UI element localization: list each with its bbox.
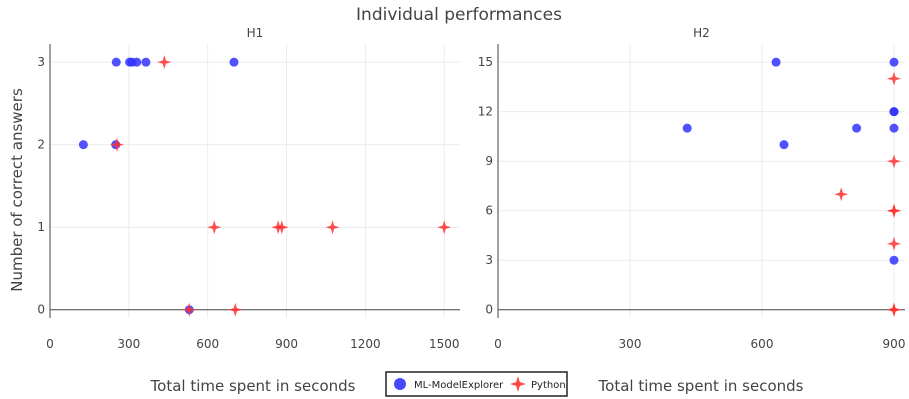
x-tick-label: 0	[46, 337, 54, 351]
panel-h1: H1 0 300 600 900 1200 1500 0 1 2 3	[37, 26, 460, 351]
x-tick-label: 300	[117, 337, 140, 351]
data-point-python	[325, 220, 340, 235]
data-point-python	[834, 187, 849, 202]
data-point-ml-modelexplorer	[78, 140, 88, 150]
y-tick-label: 0	[485, 303, 493, 317]
data-point-ml-modelexplorer	[111, 57, 121, 67]
data-point-ml-modelexplorer	[141, 57, 151, 67]
data-point-ml-modelexplorer	[889, 57, 899, 67]
legend-label-python: Python	[531, 380, 566, 391]
data-point-ml-modelexplorer	[779, 140, 789, 150]
legend-marker-python	[510, 376, 526, 392]
y-tick-label: 1	[37, 220, 45, 234]
x-tick-label: 600	[751, 337, 774, 351]
y-axis-label: Number of correct answers	[8, 88, 26, 292]
y-tick-label: 3	[485, 253, 493, 267]
x-tick-label: 900	[275, 337, 298, 351]
data-point-ml-modelexplorer	[852, 123, 862, 133]
x-tick-label: 0	[494, 337, 502, 351]
panel-title-h1: H1	[247, 26, 264, 40]
x-tick-label: 600	[196, 337, 219, 351]
x-tick-label: 1500	[429, 337, 460, 351]
data-point-ml-modelexplorer	[229, 57, 239, 67]
x-axis-label-h2: Total time spent in seconds	[598, 377, 804, 395]
y-tick-label: 9	[485, 154, 493, 168]
y-tick-label: 0	[37, 303, 45, 317]
x-axis-label-h1: Total time spent in seconds	[150, 377, 356, 395]
data-point-python	[887, 302, 901, 317]
y-tick-label: 15	[478, 55, 493, 69]
data-point-python	[228, 302, 243, 317]
data-point-python	[182, 302, 197, 317]
chart-title: Individual performances	[356, 5, 562, 25]
legend-label-ml-modelexplorer: ML-ModelExplorer	[414, 380, 504, 391]
data-point-python	[887, 154, 901, 169]
data-point-ml-modelexplorer	[889, 123, 899, 133]
legend-box	[385, 371, 568, 397]
y-tick-label: 6	[485, 204, 493, 218]
data-point-python	[274, 220, 289, 235]
data-point-python	[437, 220, 452, 235]
legend: ML-ModelExplorer Python	[385, 371, 568, 397]
data-point-ml-modelexplorer	[132, 57, 142, 67]
data-point-python	[157, 55, 172, 70]
y-tick-label: 3	[37, 55, 45, 69]
legend-marker-ml-modelexplorer	[394, 378, 406, 390]
data-point-python	[110, 137, 125, 152]
data-point-python	[887, 203, 901, 218]
panel-title-h2: H2	[693, 26, 710, 40]
data-point-ml-modelexplorer	[889, 255, 899, 265]
y-tick-label: 12	[478, 105, 493, 119]
x-tick-label: 900	[883, 337, 906, 351]
y-tick-label: 2	[37, 138, 45, 152]
data-point-python	[887, 236, 901, 251]
data-point-python	[207, 220, 222, 235]
data-point-ml-modelexplorer	[682, 123, 692, 133]
panel-h2: H2 0 300 600 900 0 3 6 9 12 15	[478, 26, 906, 351]
x-tick-label: 300	[619, 337, 642, 351]
data-point-ml-modelexplorer	[889, 107, 899, 117]
x-tick-label: 1200	[350, 337, 381, 351]
data-point-ml-modelexplorer	[771, 57, 781, 67]
data-point-python	[887, 71, 901, 86]
